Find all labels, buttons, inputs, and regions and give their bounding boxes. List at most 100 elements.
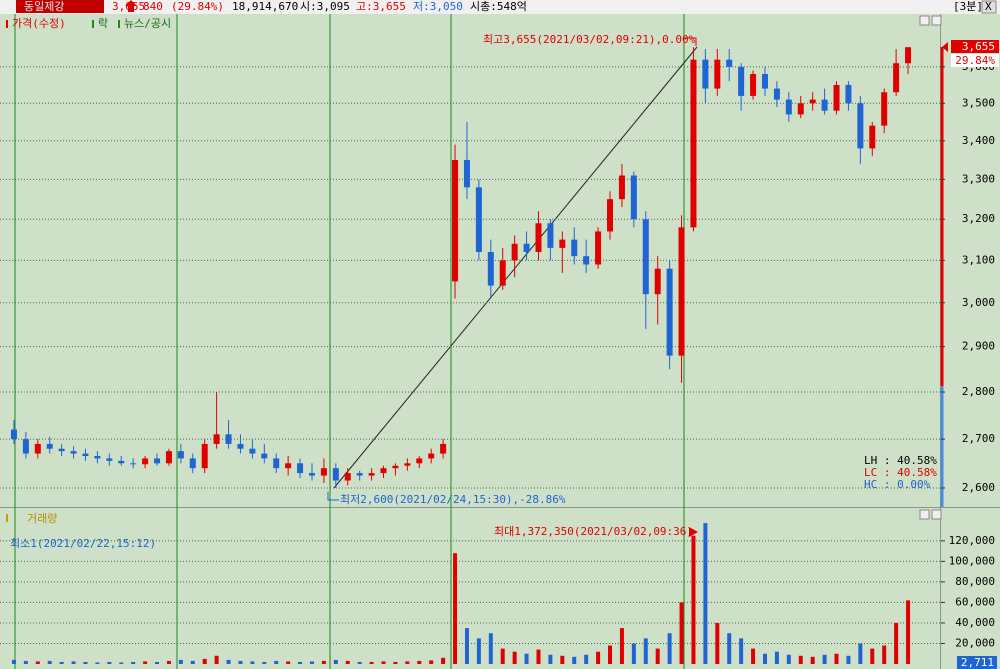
volume-bar <box>393 661 398 664</box>
volume-bar <box>298 661 303 664</box>
volume-bar <box>226 659 231 664</box>
candle-body <box>905 47 912 64</box>
volume-bar <box>190 660 195 664</box>
volume-bar <box>71 661 76 664</box>
y-tick-label: 3,500 <box>962 96 995 109</box>
candle-body <box>654 268 661 295</box>
y-tick-label: 3,100 <box>962 253 995 266</box>
volume-bar <box>798 655 803 664</box>
volume-bar <box>214 655 219 664</box>
volume-title: 거래량 <box>27 512 57 525</box>
candle-body <box>428 453 435 459</box>
legend-item: 뉴스/공시 <box>124 17 171 30</box>
interval[interactable]: [3분] <box>953 0 983 13</box>
volume-y-tick-label: 20,000 <box>955 636 995 649</box>
stock-name: 동일제강 <box>24 0 64 13</box>
volume-bar <box>894 622 899 664</box>
volume-bar <box>417 660 422 664</box>
candle-body <box>535 223 542 253</box>
last-price-box <box>951 40 999 53</box>
volume-bar <box>691 535 696 664</box>
candle-body <box>46 443 53 449</box>
candle-body <box>607 199 614 232</box>
last-price-pointer <box>942 42 948 52</box>
candle-body <box>70 451 77 454</box>
volume-bar <box>309 661 314 664</box>
candle-body <box>857 103 864 149</box>
panel-button[interactable] <box>931 509 942 520</box>
candle-body <box>106 458 113 461</box>
candle-body <box>642 219 649 295</box>
volume-bar <box>846 655 851 664</box>
candle-body <box>320 468 327 476</box>
change: 840 <box>143 0 163 13</box>
candle-body <box>452 159 459 282</box>
volume-bar <box>286 661 291 664</box>
volume-bar <box>405 661 410 664</box>
candle-body <box>285 463 292 469</box>
volume-bar <box>476 638 481 664</box>
volume-bar <box>548 654 553 664</box>
candle-body <box>82 453 89 456</box>
volume-bar <box>786 654 791 664</box>
candle-body <box>154 458 161 464</box>
panel-button[interactable] <box>919 509 930 520</box>
volume-bar <box>95 662 100 664</box>
volume-bar <box>500 648 505 664</box>
plot: 2,600 2,700 2,800 2,900 3,000 3,100 3,200 3,300… <box>0 47 995 664</box>
volume-bar <box>166 660 171 664</box>
volume-bar <box>321 660 326 664</box>
candle-body <box>487 252 494 286</box>
candle-body <box>678 227 685 356</box>
volume-bar <box>11 659 16 664</box>
candle-body <box>201 443 208 469</box>
panel-button[interactable] <box>931 15 942 26</box>
candle-body <box>618 175 625 200</box>
current-volume-box <box>957 656 997 669</box>
volume-bar <box>35 661 40 664</box>
volume-y-tick-label: 120,000 <box>949 534 995 547</box>
volume-max-annotation: 최대1,372,350(2021/03/02,09:36) <box>494 525 693 538</box>
y-tick-label: 2,600 <box>962 481 995 494</box>
panel-buttons <box>919 15 942 520</box>
candle-body <box>344 473 351 481</box>
candle-body <box>750 74 757 96</box>
high: 고:3,655 <box>356 0 406 13</box>
volume-bar <box>107 661 112 664</box>
high-pointer <box>684 37 697 46</box>
current-volume-label: 2,711 <box>961 656 994 669</box>
candle-body <box>189 458 196 469</box>
volume-bar <box>619 628 624 664</box>
change-pct: (29.84%) <box>171 0 224 13</box>
volume-bar <box>643 638 648 664</box>
volume-bar <box>357 661 362 664</box>
candle-body <box>58 448 65 452</box>
last-change-box <box>951 54 999 67</box>
volume-bar <box>59 661 64 664</box>
candle-body <box>177 451 184 459</box>
volume-bar <box>131 661 136 664</box>
close-button-box[interactable] <box>981 0 997 14</box>
volume-y-tick-label: 60,000 <box>955 595 995 608</box>
volume-bar <box>23 660 28 664</box>
panel-button[interactable] <box>919 15 930 26</box>
volume-bar <box>453 553 458 664</box>
volume-bar <box>536 649 541 664</box>
candle-body <box>547 223 554 248</box>
candle-body <box>440 443 447 454</box>
candle-body <box>511 243 518 261</box>
volume: 18,914,670 <box>232 0 298 13</box>
last-price-label: 3,655 <box>962 40 995 53</box>
candle-body <box>130 463 137 465</box>
candle-body <box>118 460 125 464</box>
candle-body <box>881 92 888 126</box>
candle-body <box>237 443 244 449</box>
legend-swatch <box>6 514 8 522</box>
y-tick-label: 3,000 <box>962 296 995 309</box>
candle-body <box>475 187 482 253</box>
volume-max-pointer <box>689 527 698 537</box>
close-button[interactable]: X <box>985 0 992 13</box>
volume-bar <box>524 653 529 664</box>
volume-bar <box>715 622 720 664</box>
candle-body <box>368 473 375 476</box>
